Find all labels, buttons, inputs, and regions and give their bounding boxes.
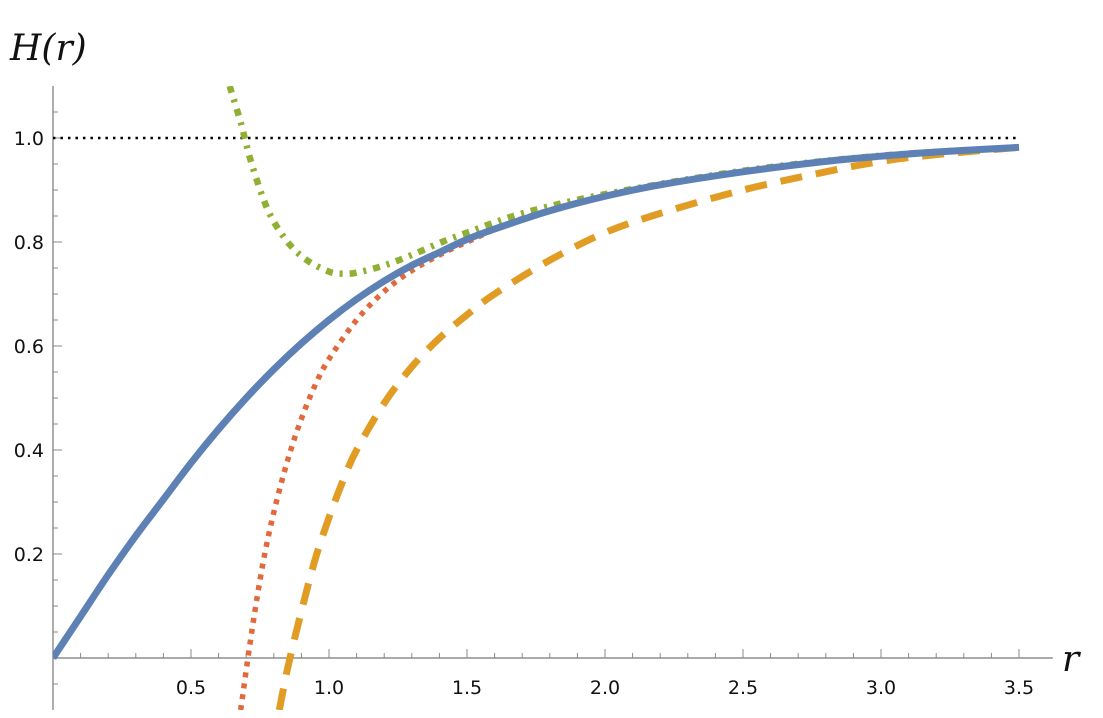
x-axis-title: r xyxy=(1062,639,1081,680)
series-line-dot-dash xyxy=(226,86,1020,278)
x-tick-label: 2.5 xyxy=(728,677,758,699)
y-axis-title: H(r) xyxy=(9,28,87,69)
series-line-solid xyxy=(53,143,1020,660)
labels: 0.5 1.0 1.5 2.0 2.5 3.0 3.5 0.2 0.4 0.6 0.8 1.0 r H(r… xyxy=(9,28,1081,699)
y-tick-label: 0.2 xyxy=(14,544,44,566)
x-tick-label: 3.5 xyxy=(1004,677,1034,699)
y-tick-label: 1.0 xyxy=(14,128,44,150)
series-line-dotted xyxy=(237,144,1020,710)
x-tick-label: 1.5 xyxy=(452,677,482,699)
x-tick-label: 0.5 xyxy=(176,677,206,699)
x-tick-label: 1.0 xyxy=(314,677,344,699)
series-layer xyxy=(53,86,1020,710)
x-tick-label: 3.0 xyxy=(866,677,896,699)
x-tick-label: 2.0 xyxy=(590,677,620,699)
axes xyxy=(52,86,1053,710)
y-tick-label: 0.8 xyxy=(14,232,44,254)
series-line-dashed xyxy=(275,143,1020,710)
y-tick-label: 0.6 xyxy=(14,336,44,358)
y-tick-label: 0.4 xyxy=(14,440,44,462)
